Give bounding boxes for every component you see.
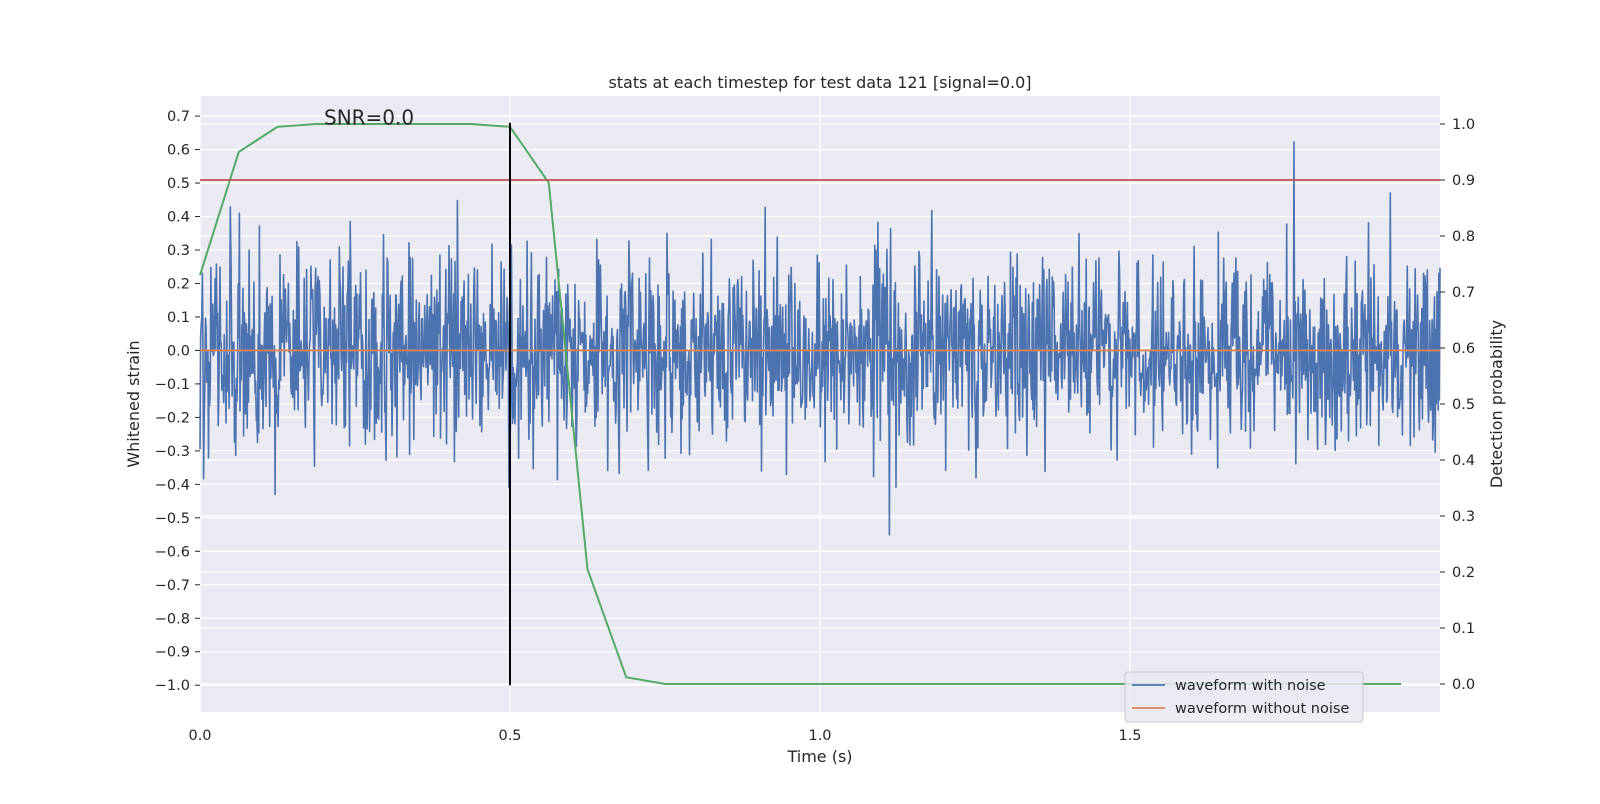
snr-annotation: SNR=0.0 bbox=[324, 105, 414, 129]
chart-title: stats at each timestep for test data 121… bbox=[608, 73, 1031, 92]
y2-axis-label: Detection probability bbox=[1487, 320, 1506, 488]
y-tick-label: 0.6 bbox=[167, 143, 190, 159]
legend: waveform with noise waveform without noi… bbox=[1124, 671, 1364, 723]
y-tick-label: −0.4 bbox=[155, 477, 190, 493]
y2-tick-label: 1.0 bbox=[1452, 117, 1475, 133]
y-tick-label: 0.7 bbox=[167, 109, 190, 125]
y-axis-label: Whitened strain bbox=[124, 340, 143, 467]
y2-tick-label: 0.5 bbox=[1452, 397, 1475, 413]
series-layer bbox=[199, 141, 1441, 536]
y2-tick-label: 0.1 bbox=[1452, 621, 1475, 637]
y-tick-label: −0.1 bbox=[155, 377, 190, 393]
y-tick-label: −0.9 bbox=[155, 645, 190, 661]
x-axis-label: Time (s) bbox=[786, 747, 852, 766]
y2-tick-label: 0.0 bbox=[1452, 677, 1475, 693]
y-tick-label: 0.4 bbox=[167, 210, 190, 226]
x-tick-label: 0.0 bbox=[188, 728, 211, 744]
y2-tick-label: 0.9 bbox=[1452, 173, 1475, 189]
y-tick-label: −1.0 bbox=[155, 678, 190, 694]
y2-tick-label: 0.7 bbox=[1452, 285, 1475, 301]
series-waveform-with-noise bbox=[199, 141, 1441, 536]
legend-box bbox=[1124, 671, 1364, 723]
axis-layer: 0.0 0.5 1.0 1.5 0.7 0.6 0.5 0.4 0.3 0.2 0.1 0.0 −0.1… bbox=[155, 109, 1475, 744]
legend-label-noise: waveform with noise bbox=[1175, 678, 1326, 694]
y-tick-label: 0.3 bbox=[167, 243, 190, 259]
y-tick-label: −0.2 bbox=[155, 410, 190, 426]
y2-tick-label: 0.4 bbox=[1452, 453, 1475, 469]
legend-label-clean: waveform without noise bbox=[1175, 701, 1349, 717]
y-tick-label: −0.8 bbox=[155, 611, 190, 627]
y2-tick-label: 0.2 bbox=[1452, 565, 1475, 581]
y-tick-label: −0.3 bbox=[155, 444, 190, 460]
y-tick-label: 0.1 bbox=[167, 310, 190, 326]
y2-tick-label: 0.8 bbox=[1452, 229, 1475, 245]
x-tick-label: 0.5 bbox=[498, 728, 521, 744]
y-tick-label: −0.6 bbox=[155, 544, 190, 560]
y-tick-label: −0.5 bbox=[155, 511, 190, 527]
y-tick-label: 0.2 bbox=[167, 276, 190, 292]
y-tick-label: 0.0 bbox=[167, 343, 190, 359]
y-tick-label: −0.7 bbox=[155, 578, 190, 594]
y-tick-label: 0.5 bbox=[167, 176, 190, 192]
y2-tick-label: 0.3 bbox=[1452, 509, 1475, 525]
y2-tick-label: 0.6 bbox=[1452, 341, 1475, 357]
x-tick-label: 1.0 bbox=[808, 728, 831, 744]
x-tick-label: 1.5 bbox=[1118, 728, 1141, 744]
